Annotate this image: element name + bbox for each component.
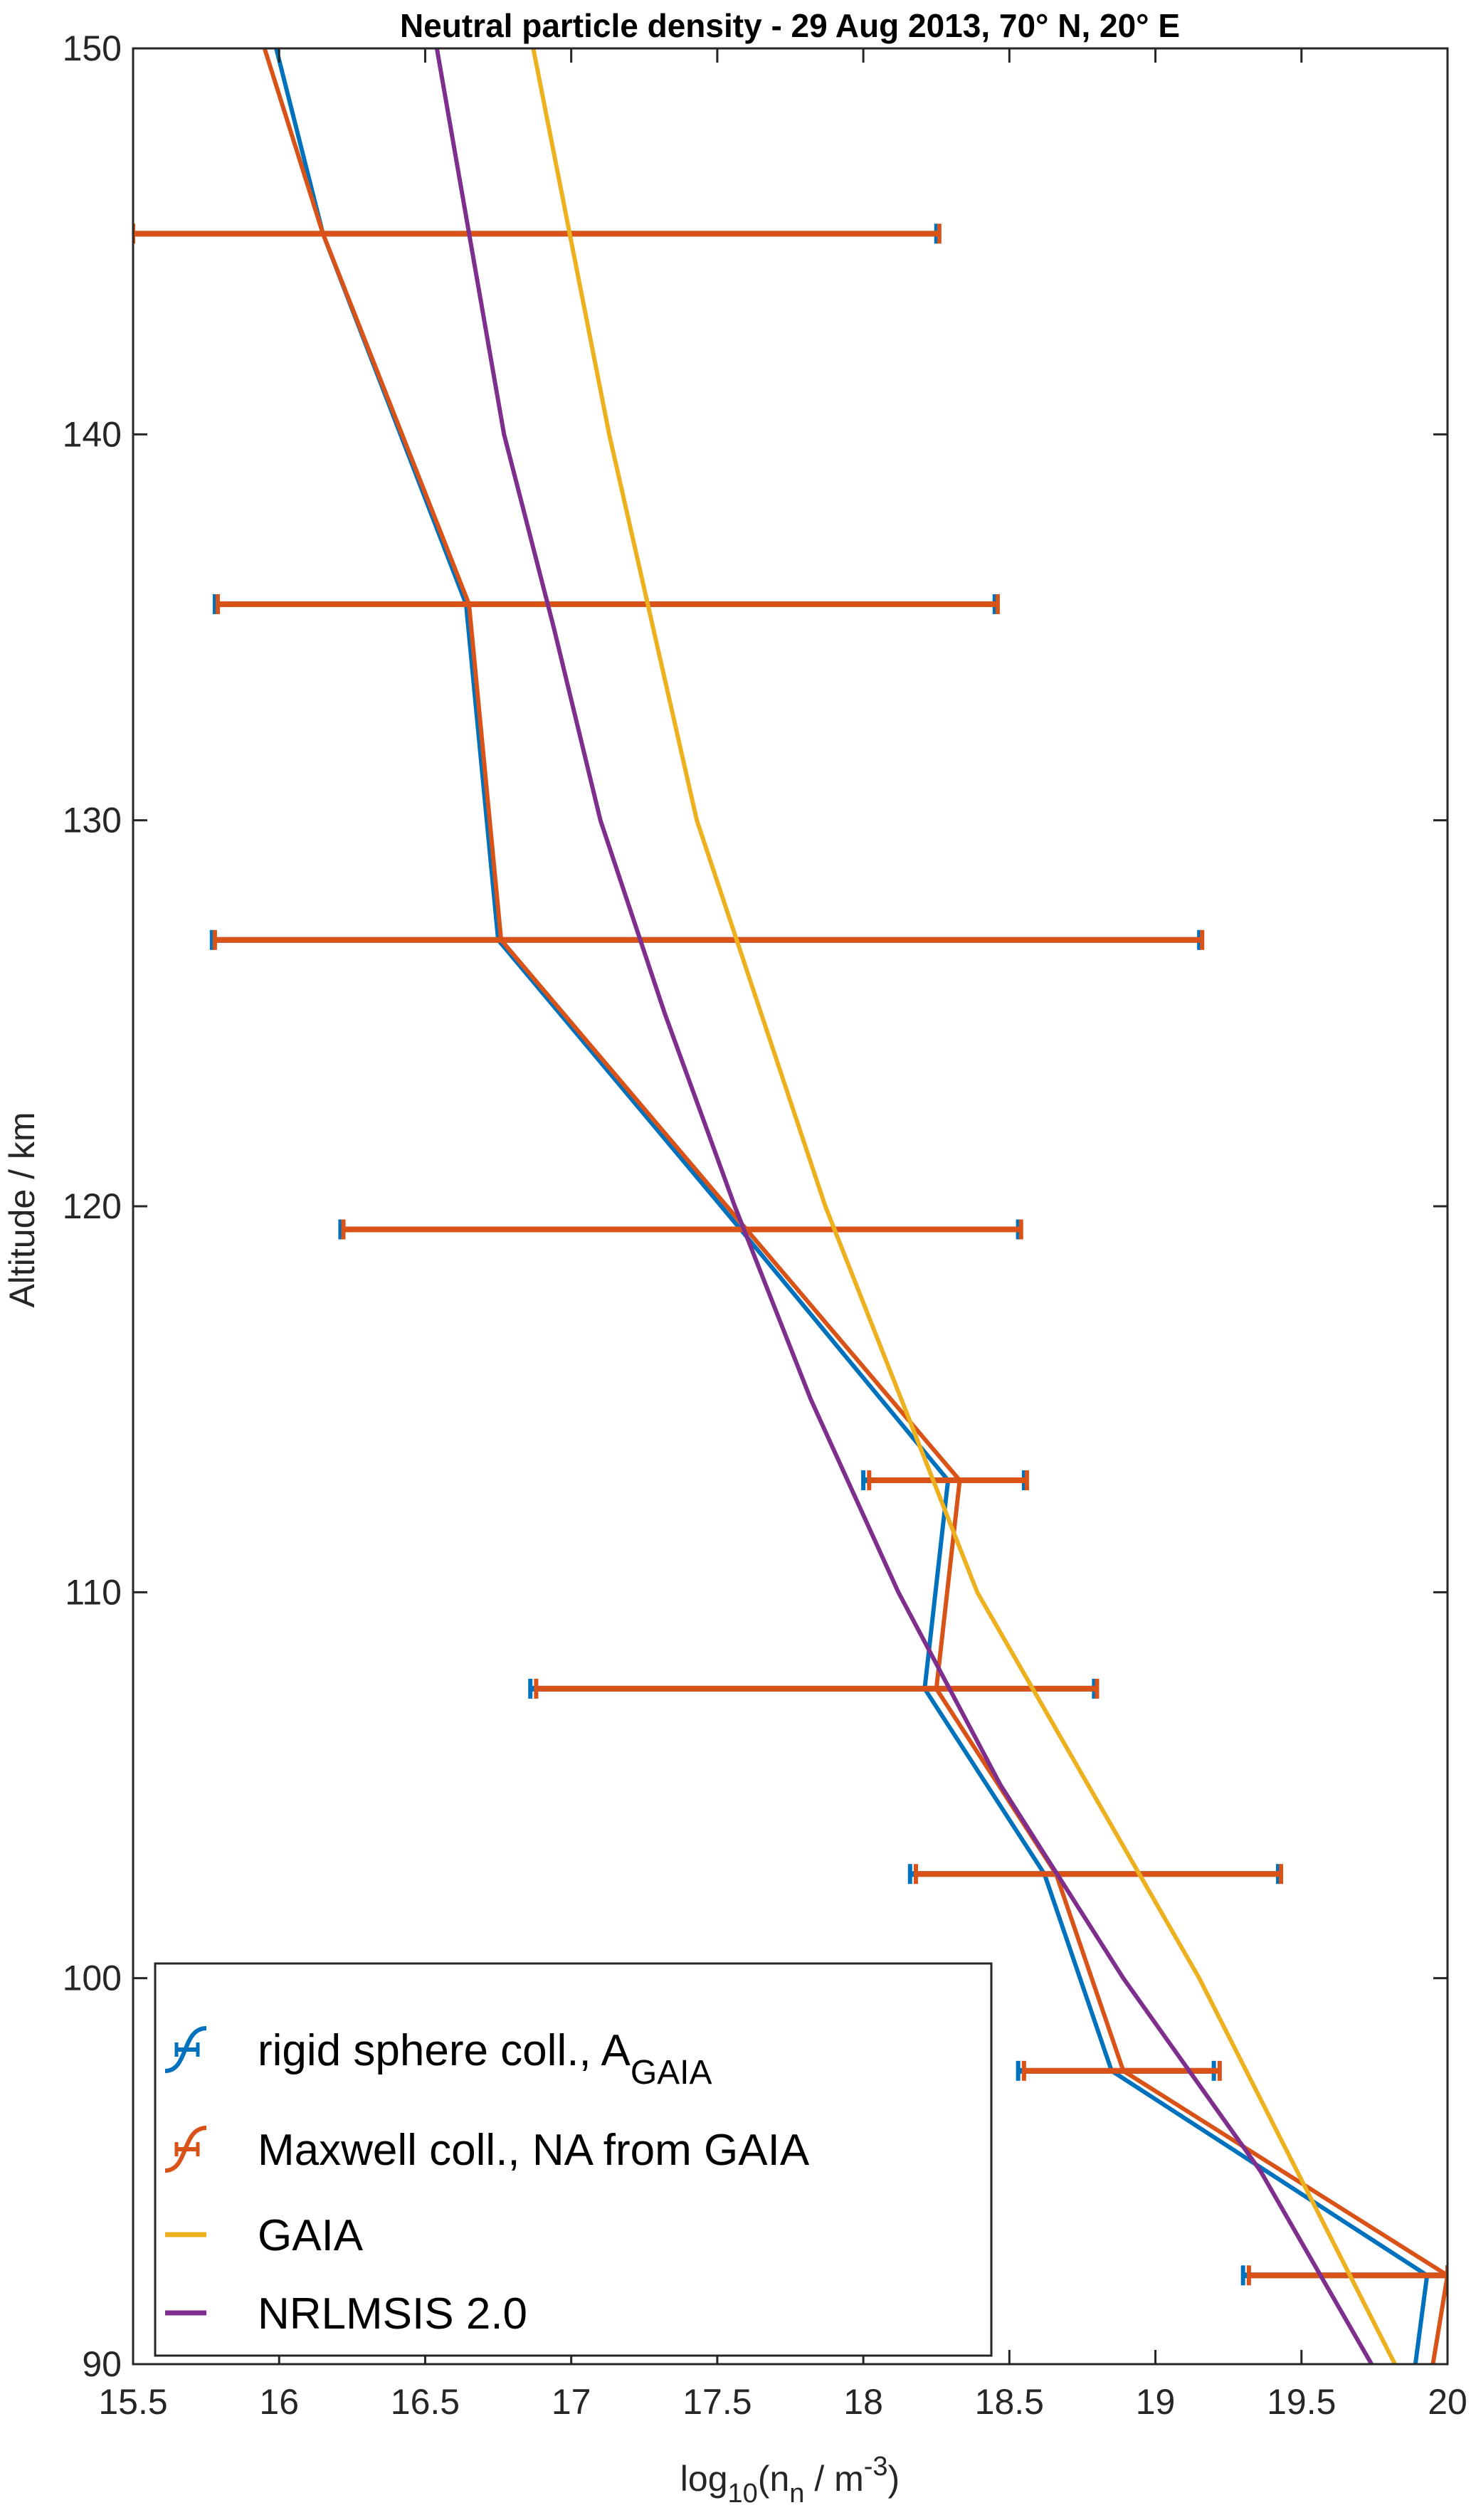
chart-title: Neutral particle density - 29 Aug 2013, … — [400, 7, 1180, 44]
y-tick-label: 140 — [63, 414, 122, 454]
series-2 — [531, 48, 1397, 2364]
series-group — [133, 48, 1448, 2364]
x-tick-label: 19.5 — [1267, 2382, 1336, 2422]
x-tick-label: 15.5 — [98, 2382, 167, 2422]
y-tick-label: 130 — [63, 801, 122, 840]
legend-label-subscript: GAIA — [631, 2054, 712, 2092]
y-tick-label: 90 — [82, 2344, 122, 2384]
legend-label: GAIA — [258, 2211, 364, 2260]
x-axis-label: log10(nn / m-3) — [680, 2452, 900, 2509]
x-tick-label: 17.5 — [682, 2382, 752, 2422]
x-tick-label: 20 — [1428, 2382, 1467, 2422]
series-line — [434, 48, 1374, 2364]
y-axis-label: Altitude / km — [2, 1112, 42, 1307]
x-tick-label: 19 — [1136, 2382, 1176, 2422]
series-3 — [434, 48, 1374, 2364]
x-tick-label: 17 — [552, 2382, 591, 2422]
x-tick-label: 18 — [843, 2382, 883, 2422]
series-line — [531, 48, 1397, 2364]
y-tick-label: 110 — [65, 1572, 122, 1612]
x-tick-label: 16.5 — [391, 2382, 460, 2422]
legend-label: Maxwell coll., NA from GAIA — [258, 2126, 810, 2175]
legend-label: NRLMSIS 2.0 — [258, 2289, 527, 2339]
y-tick-label: 120 — [63, 1186, 122, 1226]
x-tick-label: 16 — [259, 2382, 299, 2422]
y-tick-label: 150 — [63, 28, 122, 68]
y-tick-label: 100 — [63, 1958, 122, 1998]
x-tick-label: 18.5 — [975, 2382, 1044, 2422]
legend-box — [154, 1962, 993, 2357]
